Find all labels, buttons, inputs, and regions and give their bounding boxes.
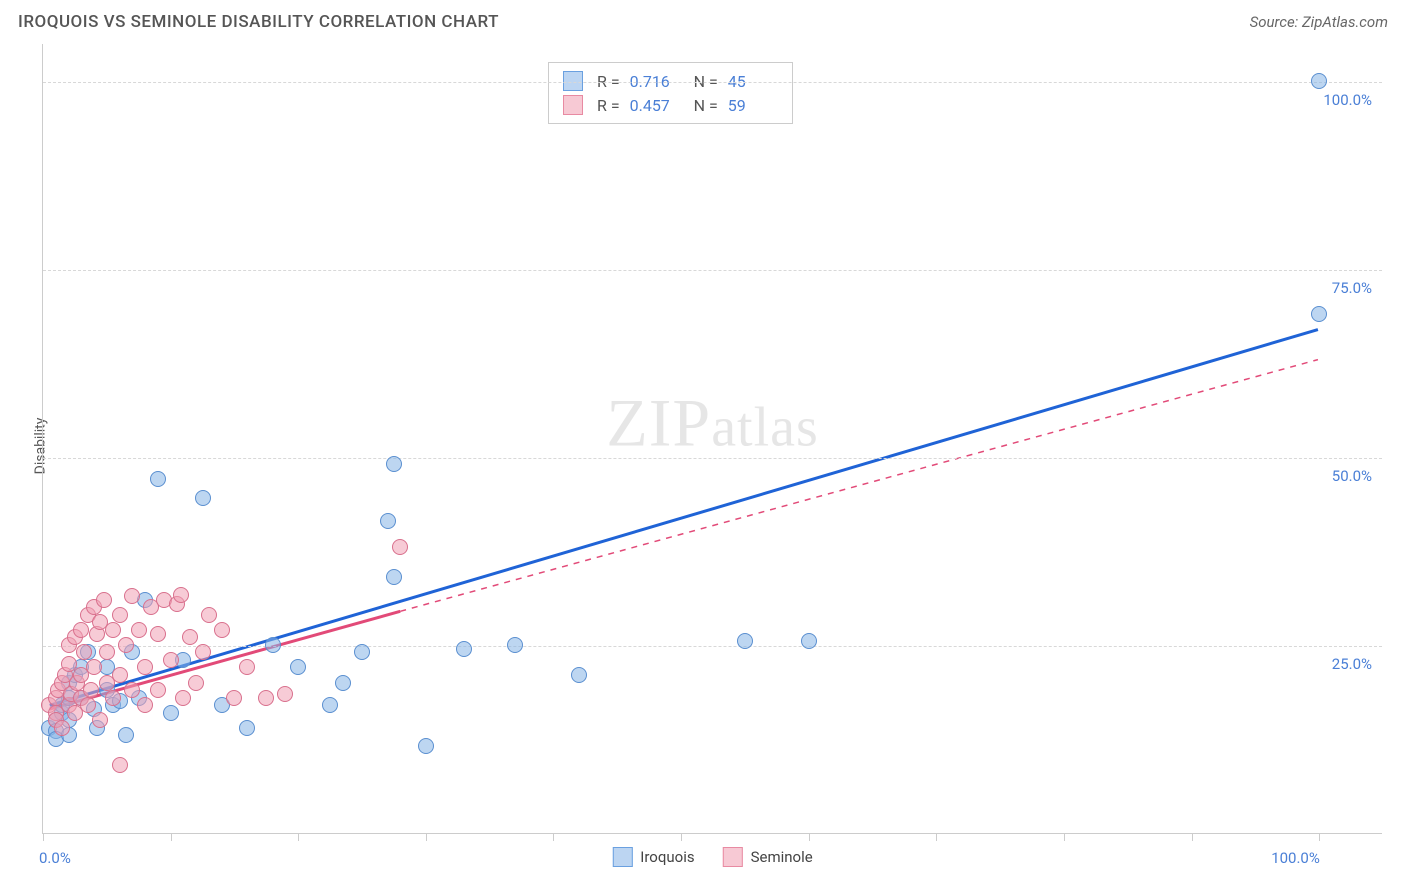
data-point — [335, 675, 351, 691]
series-swatch — [723, 847, 743, 867]
y-tick-label: 25.0% — [1332, 655, 1372, 673]
data-point — [418, 738, 434, 754]
trend-line-extrapolated — [400, 360, 1318, 612]
data-point — [137, 697, 153, 713]
data-point — [354, 644, 370, 660]
x-tick — [553, 833, 554, 841]
data-point — [386, 569, 402, 585]
trend-lines-layer — [43, 44, 1382, 833]
y-tick-label: 50.0% — [1332, 467, 1372, 485]
stat-label: N = — [694, 96, 718, 115]
data-point — [456, 641, 472, 657]
y-tick-label: 100.0% — [1323, 91, 1372, 109]
data-point — [322, 697, 338, 713]
x-tick — [298, 833, 299, 841]
data-point — [83, 682, 99, 698]
data-point — [96, 592, 112, 608]
data-point — [258, 690, 274, 706]
x-tick — [809, 833, 810, 841]
legend-label: Seminole — [751, 848, 813, 866]
data-point — [290, 659, 306, 675]
data-point — [112, 607, 128, 623]
data-point — [175, 690, 191, 706]
gridline — [43, 458, 1382, 459]
data-point — [737, 633, 753, 649]
data-point — [1311, 306, 1327, 322]
data-point — [99, 644, 115, 660]
data-point — [392, 539, 408, 555]
data-point — [195, 644, 211, 660]
y-tick-label: 75.0% — [1332, 279, 1372, 297]
data-point — [195, 490, 211, 506]
series-swatch — [612, 847, 632, 867]
data-point — [86, 659, 102, 675]
data-point — [118, 727, 134, 743]
data-point — [105, 690, 121, 706]
data-point — [201, 607, 217, 623]
legend-label: Iroquois — [640, 848, 694, 866]
data-point — [163, 705, 179, 721]
x-tick — [171, 833, 172, 841]
data-point — [226, 690, 242, 706]
data-point — [131, 622, 147, 638]
data-point — [105, 622, 121, 638]
data-point — [188, 675, 204, 691]
gridline — [43, 270, 1382, 271]
data-point — [92, 712, 108, 728]
data-point — [73, 622, 89, 638]
series-swatch — [563, 95, 583, 115]
x-tick — [1319, 833, 1320, 841]
x-tick — [936, 833, 937, 841]
stats-row: R = 0.457 N = 59 — [563, 93, 778, 117]
stat-label: R = — [597, 96, 620, 115]
data-point — [239, 659, 255, 675]
stat-n-value: 59 — [728, 96, 778, 115]
data-point — [239, 720, 255, 736]
data-point — [118, 637, 134, 653]
gridline — [43, 82, 1382, 83]
legend-item: Seminole — [723, 847, 813, 867]
data-point — [150, 626, 166, 642]
legend-item: Iroquois — [612, 847, 694, 867]
trend-line — [50, 330, 1318, 706]
data-point — [380, 513, 396, 529]
data-point — [112, 667, 128, 683]
x-tick — [1064, 833, 1065, 841]
data-point — [507, 637, 523, 653]
data-point — [386, 456, 402, 472]
x-tick — [426, 833, 427, 841]
stat-r-value: 0.457 — [630, 96, 680, 115]
data-point — [163, 652, 179, 668]
x-tick — [1192, 833, 1193, 841]
x-tick — [43, 833, 44, 841]
data-point — [54, 720, 70, 736]
data-point — [76, 644, 92, 660]
chart-plot-area: ZIPatlas R =0.716N =45R =0.457N =59 Iroq… — [42, 44, 1382, 834]
data-point — [801, 633, 817, 649]
data-point — [137, 659, 153, 675]
data-point — [265, 637, 281, 653]
data-point — [173, 587, 189, 603]
x-tick-label: 100.0% — [1271, 849, 1320, 867]
data-point — [124, 682, 140, 698]
data-point — [80, 697, 96, 713]
data-point — [150, 682, 166, 698]
x-tick — [681, 833, 682, 841]
data-point — [150, 471, 166, 487]
data-point — [112, 757, 128, 773]
data-point — [571, 667, 587, 683]
data-point — [214, 622, 230, 638]
data-point — [277, 686, 293, 702]
data-point — [124, 588, 140, 604]
source-label: Source: ZipAtlas.com — [1250, 13, 1388, 31]
data-point — [182, 629, 198, 645]
data-point — [1311, 73, 1327, 89]
bottom-legend: Iroquois Seminole — [612, 847, 812, 867]
stats-legend-box: R =0.716N =45R =0.457N =59 — [548, 62, 793, 124]
x-tick-label: 0.0% — [39, 849, 71, 867]
chart-title: IROQUOIS VS SEMINOLE DISABILITY CORRELAT… — [18, 12, 499, 32]
gridline — [43, 646, 1382, 647]
